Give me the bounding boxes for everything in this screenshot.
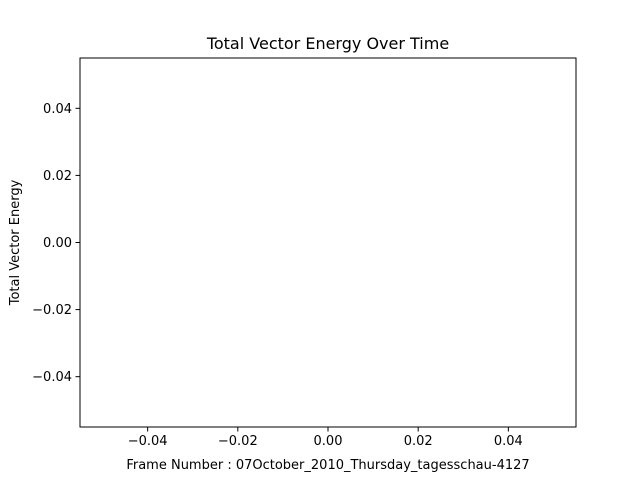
chart-title: Total Vector Energy Over Time [206,34,449,53]
y-tick-label: 0.00 [43,236,72,251]
y-tick-label: 0.02 [43,169,72,184]
y-tick-label: −0.02 [32,303,72,318]
x-axis: −0.04 −0.02 0.00 0.02 0.04 [128,427,523,449]
y-axis: 0.04 0.02 0.00 −0.02 −0.04 [32,102,80,385]
plot-frame [79,57,577,428]
x-tick-label: −0.02 [218,434,258,449]
x-axis-label: Frame Number : 07October_2010_Thursday_t… [126,458,529,473]
y-axis-label: Total Vector Energy [8,179,23,306]
x-tick-label: 0.00 [314,434,343,449]
x-tick-label: 0.02 [404,434,433,449]
y-tick-label: 0.04 [43,102,72,117]
x-tick-label: 0.04 [494,434,523,449]
x-tick-label: −0.04 [128,434,168,449]
y-tick-label: −0.04 [32,370,72,385]
